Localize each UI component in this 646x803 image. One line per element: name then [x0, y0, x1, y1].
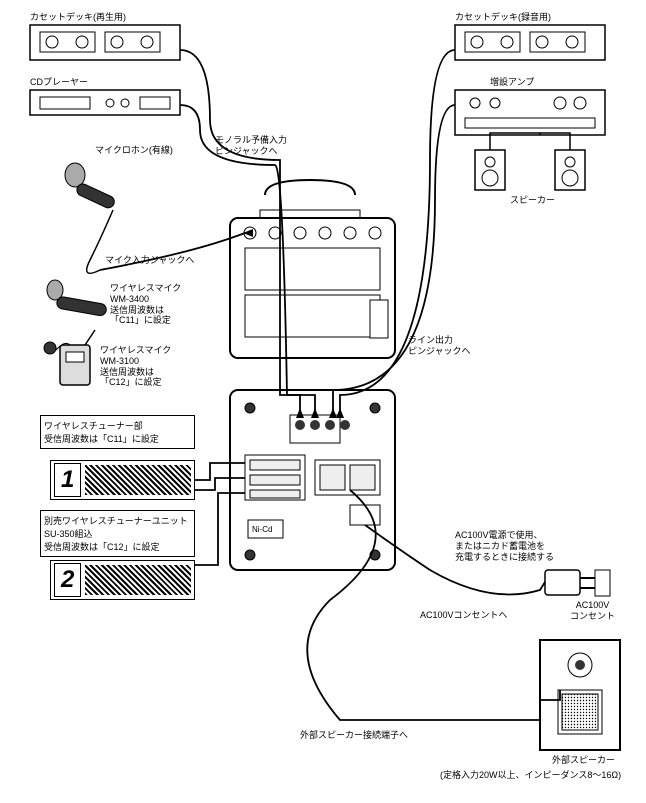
tuner1-text: ワイヤレスチューナー部 受信周波数は「C11」に設定 — [44, 419, 191, 445]
small-speaker-icon — [555, 150, 585, 190]
label-mic-jack: マイク入力ジャックへ — [105, 255, 194, 266]
tuner2-header: 別売ワイヤレスチューナーユニット SU-350組込 受信周波数は「C12」に設定 — [40, 510, 195, 557]
label-wm3400: ワイヤレスマイク WM-3400 送信周波数は 「C11」に設定 — [110, 283, 181, 326]
label-cassette-play: カセットデッキ(再生用) — [30, 12, 126, 23]
tuner1-header: ワイヤレスチューナー部 受信周波数は「C11」に設定 — [40, 415, 195, 449]
label-ext-sp: 外部スピーカー — [552, 755, 615, 766]
label-ac-to: AC100Vコンセントへ — [420, 610, 508, 621]
label-ext-amp: 増設アンプ — [490, 77, 534, 88]
wireless-mic-3400-icon — [47, 280, 107, 317]
label-nicd: Ni-Cd — [252, 525, 272, 535]
label-ac-note: AC100V電源で使用、 またはニカド蓄電池を 充電するときに接続する — [455, 530, 554, 562]
ext-amp-icon — [455, 90, 605, 135]
label-wm3100: ワイヤレスマイク WM-3100 送信周波数は 「C12」に設定 — [100, 345, 171, 388]
label-cassette-rec: カセットデッキ(録音用) — [455, 12, 551, 23]
tuner1-num: 1 — [54, 463, 81, 497]
ac-plug-icon — [545, 570, 610, 596]
label-small-speaker: スピーカー — [510, 195, 555, 206]
tuner2-unit: 2 — [50, 560, 195, 600]
cassette-recording-icon — [455, 25, 605, 60]
tuner2-num: 2 — [54, 563, 81, 597]
wireless-mic-3100-icon — [44, 330, 95, 385]
small-speaker-icon — [475, 150, 505, 190]
label-cd: CDプレーヤー — [30, 77, 88, 88]
tuner-pattern — [85, 565, 191, 595]
tuner2-text: 別売ワイヤレスチューナーユニット SU-350組込 受信周波数は「C12」に設定 — [44, 514, 191, 553]
wiring-diagram — [0, 0, 646, 803]
main-unit-icon — [230, 180, 395, 570]
ext-speaker-icon — [540, 640, 620, 750]
cd-player-icon — [30, 90, 180, 115]
label-line-out: ライン出力 ピンジャックへ — [408, 335, 471, 357]
cassette-playback-icon — [30, 25, 180, 60]
tuner-pattern — [85, 465, 191, 495]
label-ac-outlet: AC100V コンセント — [570, 600, 615, 622]
label-ext-sp-spec: (定格入力20W以上、インピーダンス8～16Ω) — [440, 770, 621, 781]
label-ext-sp-to: 外部スピーカー接続端子へ — [300, 730, 408, 741]
label-mic-wired: マイクロホン(有線) — [95, 145, 173, 156]
label-mono-in: モノラル予備入力 ピンジャックへ — [215, 135, 287, 157]
tuner1-unit: 1 — [50, 460, 195, 500]
